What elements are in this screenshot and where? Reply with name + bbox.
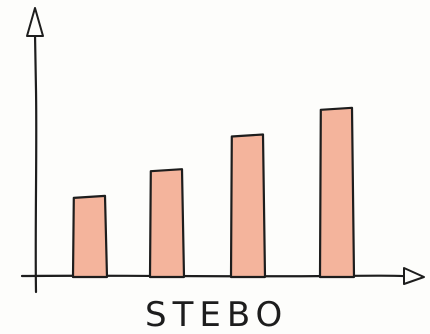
bars-group: [71, 106, 356, 279]
bar-2: [148, 168, 186, 279]
y-axis: [33, 28, 38, 294]
bar-4: [318, 106, 356, 279]
bar-1: [71, 194, 109, 279]
x-axis-arrow-icon: [403, 267, 425, 285]
bar-3: [229, 133, 267, 279]
x-axis-label: STEBO: [145, 295, 288, 334]
y-axis-arrow-icon: [26, 7, 44, 37]
